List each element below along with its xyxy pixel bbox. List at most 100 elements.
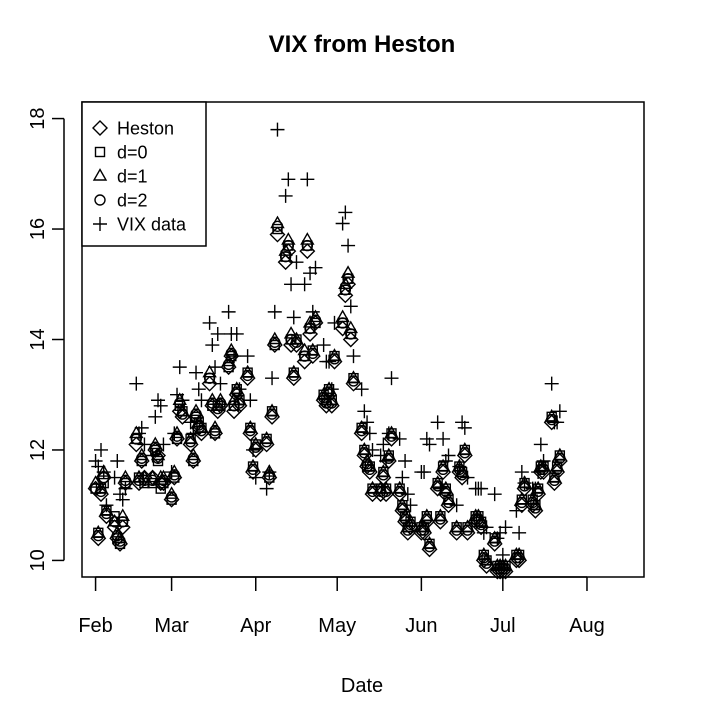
- data-point: [516, 496, 528, 509]
- data-point: [243, 393, 258, 408]
- data-point: [202, 315, 217, 330]
- data-point: [339, 284, 352, 296]
- data-point: [526, 496, 539, 509]
- data-point: [300, 232, 315, 245]
- data-point: [225, 347, 238, 360]
- data-point: [168, 469, 181, 481]
- data-point: [365, 442, 380, 457]
- data-point: [357, 404, 372, 419]
- data-point: [423, 540, 436, 553]
- data-point: [205, 338, 220, 353]
- data-point: [96, 465, 111, 480]
- data-point: [176, 408, 189, 420]
- data-point: [115, 508, 130, 521]
- x-tick-label: Feb: [78, 615, 112, 637]
- series-circle: [89, 220, 566, 575]
- data-point: [115, 492, 130, 507]
- data-point: [441, 448, 456, 463]
- data-point: [108, 516, 121, 528]
- data-point: [290, 336, 303, 348]
- data-point: [184, 435, 197, 448]
- data-point: [305, 304, 320, 319]
- data-point: [421, 513, 433, 525]
- chart-title: VIX from Heston: [269, 31, 456, 58]
- data-point: [452, 459, 467, 474]
- data-point: [110, 454, 125, 469]
- series-triangle: [88, 215, 568, 571]
- y-axis: 10 12 14 16 18: [27, 107, 65, 572]
- data-point: [284, 277, 299, 292]
- legend-diamond-icon: [92, 120, 108, 136]
- data-point: [479, 520, 494, 535]
- data-point: [213, 376, 228, 391]
- data-point: [392, 431, 407, 446]
- data-point: [364, 463, 376, 475]
- data-point: [436, 431, 451, 446]
- data-point: [194, 393, 209, 408]
- data-point: [233, 397, 246, 409]
- data-point: [422, 437, 437, 452]
- data-point: [460, 470, 475, 485]
- data-point: [155, 477, 167, 489]
- data-point: [259, 481, 274, 496]
- data-point: [227, 349, 242, 364]
- data-point: [531, 465, 546, 480]
- data-point: [384, 371, 399, 386]
- data-point: [374, 485, 387, 498]
- data-point: [279, 250, 292, 263]
- data-point: [209, 424, 221, 437]
- data-point: [152, 455, 164, 467]
- data-point: [438, 454, 453, 469]
- x-tick-label: Apr: [240, 615, 271, 637]
- data-point: [478, 551, 490, 564]
- data-point: [91, 459, 106, 474]
- data-point: [298, 350, 311, 362]
- data-point: [244, 424, 257, 437]
- x-tick-label: Mar: [154, 615, 189, 637]
- data-point: [395, 470, 410, 485]
- x-tick-label: Jul: [490, 615, 516, 637]
- data-point: [373, 448, 388, 463]
- data-point: [514, 465, 529, 480]
- data-point: [117, 516, 129, 528]
- data-point: [92, 529, 104, 542]
- data-point: [343, 320, 358, 334]
- data-point: [346, 349, 361, 364]
- data-point: [327, 315, 342, 330]
- data-point: [190, 408, 202, 420]
- data-point: [383, 452, 395, 464]
- data-point: [175, 393, 190, 408]
- data-point: [148, 409, 163, 424]
- data-point: [269, 336, 281, 348]
- data-point: [455, 415, 470, 430]
- x-axis-label: Date: [341, 675, 383, 697]
- data-point: [493, 525, 508, 540]
- data-point: [360, 415, 375, 430]
- data-point: [308, 260, 323, 275]
- data-point: [324, 382, 339, 397]
- data-point: [136, 452, 148, 464]
- data-point: [343, 299, 358, 314]
- data-point: [229, 326, 244, 341]
- legend-label: d=2: [117, 191, 148, 211]
- data-point: [150, 447, 167, 464]
- data-point: [241, 369, 254, 382]
- data-point: [151, 393, 166, 408]
- data-point: [300, 172, 315, 187]
- data-point: [338, 276, 353, 289]
- data-point: [267, 304, 282, 319]
- data-point: [202, 364, 217, 378]
- legend-label: Heston: [117, 119, 174, 139]
- data-point: [400, 487, 415, 502]
- data-point: [335, 309, 350, 323]
- data-point: [88, 454, 103, 469]
- data-point: [548, 474, 561, 487]
- data-point: [385, 430, 398, 442]
- legend-label: d=1: [117, 167, 148, 187]
- y-tick-label: 16: [27, 218, 49, 240]
- data-point: [499, 563, 512, 575]
- data-point: [94, 442, 109, 457]
- data-point: [99, 498, 114, 513]
- data-point: [278, 243, 293, 256]
- data-point: [133, 474, 145, 487]
